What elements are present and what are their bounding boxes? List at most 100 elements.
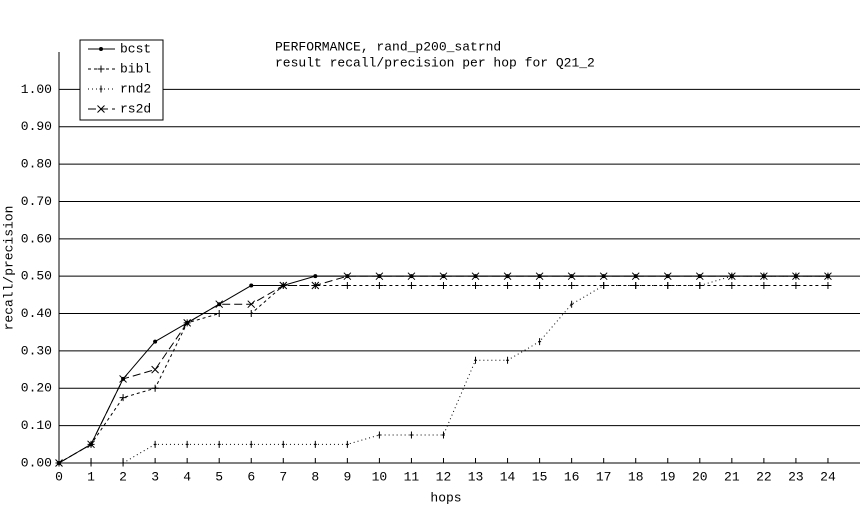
marker bbox=[343, 272, 352, 281]
chart-title: PERFORMANCE, rand_p200_satrnd bbox=[275, 39, 501, 54]
marker bbox=[151, 384, 159, 392]
marker bbox=[506, 356, 510, 364]
marker bbox=[695, 272, 704, 281]
marker bbox=[824, 282, 832, 290]
y-tick-label: 0.80 bbox=[21, 157, 52, 172]
y-tick-label: 1.00 bbox=[21, 82, 52, 97]
x-tick-label: 15 bbox=[532, 469, 548, 484]
x-tick-label: 11 bbox=[404, 469, 420, 484]
chart-subtitle: result recall/precision per hop for Q21_… bbox=[275, 55, 595, 70]
marker bbox=[538, 338, 542, 346]
marker bbox=[602, 282, 606, 290]
marker bbox=[631, 272, 640, 281]
marker bbox=[407, 272, 416, 281]
marker bbox=[568, 282, 576, 290]
marker bbox=[377, 431, 381, 439]
y-tick-label: 0.00 bbox=[21, 455, 52, 470]
marker bbox=[311, 281, 320, 290]
marker bbox=[215, 310, 223, 318]
marker bbox=[407, 282, 415, 290]
marker bbox=[217, 440, 221, 448]
marker bbox=[313, 274, 318, 279]
x-axis-label: hops bbox=[430, 490, 461, 505]
x-tick-label: 20 bbox=[692, 469, 708, 484]
x-tick-label: 22 bbox=[756, 469, 772, 484]
y-tick-label: 0.60 bbox=[21, 231, 52, 246]
marker bbox=[279, 281, 288, 290]
marker bbox=[439, 272, 448, 281]
marker bbox=[119, 394, 127, 402]
marker bbox=[153, 440, 157, 448]
marker bbox=[439, 282, 447, 290]
marker bbox=[343, 282, 351, 290]
x-tick-label: 5 bbox=[215, 469, 223, 484]
marker bbox=[471, 272, 480, 281]
marker bbox=[119, 375, 127, 383]
marker bbox=[727, 272, 736, 281]
marker bbox=[249, 440, 253, 448]
x-tick-label: 18 bbox=[628, 469, 644, 484]
x-tick-label: 7 bbox=[279, 469, 287, 484]
marker bbox=[570, 300, 574, 308]
x-tick-label: 9 bbox=[343, 469, 351, 484]
marker bbox=[698, 282, 702, 290]
marker bbox=[599, 272, 608, 281]
y-tick-label: 0.30 bbox=[21, 343, 52, 358]
marker bbox=[567, 272, 576, 281]
x-tick-label: 8 bbox=[311, 469, 319, 484]
legend-label: rs2d bbox=[120, 101, 151, 116]
marker bbox=[634, 282, 638, 290]
marker bbox=[247, 300, 256, 309]
marker bbox=[760, 272, 768, 281]
marker bbox=[472, 282, 480, 290]
x-tick-label: 24 bbox=[820, 469, 836, 484]
marker bbox=[535, 272, 544, 281]
marker bbox=[728, 282, 736, 290]
marker bbox=[89, 459, 93, 467]
y-tick-label: 0.90 bbox=[21, 119, 52, 134]
marker bbox=[792, 272, 800, 281]
marker bbox=[504, 282, 512, 290]
y-axis-label: recall/precision bbox=[1, 206, 16, 331]
marker bbox=[99, 85, 103, 93]
marker bbox=[409, 431, 413, 439]
marker bbox=[97, 105, 105, 113]
x-tick-label: 14 bbox=[500, 469, 516, 484]
marker bbox=[474, 356, 478, 364]
marker bbox=[183, 319, 192, 327]
marker bbox=[55, 459, 63, 467]
legend-box bbox=[79, 39, 164, 121]
marker bbox=[151, 365, 159, 374]
x-tick-label: 17 bbox=[596, 469, 612, 484]
marker bbox=[247, 310, 255, 318]
x-tick-label: 13 bbox=[468, 469, 484, 484]
marker bbox=[153, 339, 158, 344]
marker bbox=[503, 272, 512, 281]
x-tick-label: 3 bbox=[151, 469, 159, 484]
x-tick-label: 16 bbox=[564, 469, 580, 484]
legend-label: rnd2 bbox=[120, 81, 151, 96]
marker bbox=[249, 283, 254, 288]
marker bbox=[666, 282, 670, 290]
marker bbox=[121, 459, 125, 467]
marker bbox=[375, 282, 383, 290]
marker bbox=[87, 440, 95, 449]
marker bbox=[375, 272, 384, 281]
y-tick-label: 0.10 bbox=[21, 418, 52, 433]
x-tick-label: 23 bbox=[788, 469, 804, 484]
x-tick-label: 6 bbox=[247, 469, 255, 484]
x-tick-label: 10 bbox=[372, 469, 388, 484]
marker bbox=[824, 272, 832, 281]
x-tick-label: 19 bbox=[660, 469, 676, 484]
x-tick-label: 2 bbox=[119, 469, 127, 484]
marker bbox=[281, 440, 285, 448]
marker bbox=[99, 47, 103, 51]
marker bbox=[185, 440, 189, 448]
marker bbox=[97, 65, 105, 73]
marker bbox=[536, 282, 544, 290]
x-tick-label: 4 bbox=[183, 469, 191, 484]
y-tick-label: 0.20 bbox=[21, 381, 52, 396]
marker bbox=[313, 440, 317, 448]
x-tick-label: 12 bbox=[436, 469, 452, 484]
